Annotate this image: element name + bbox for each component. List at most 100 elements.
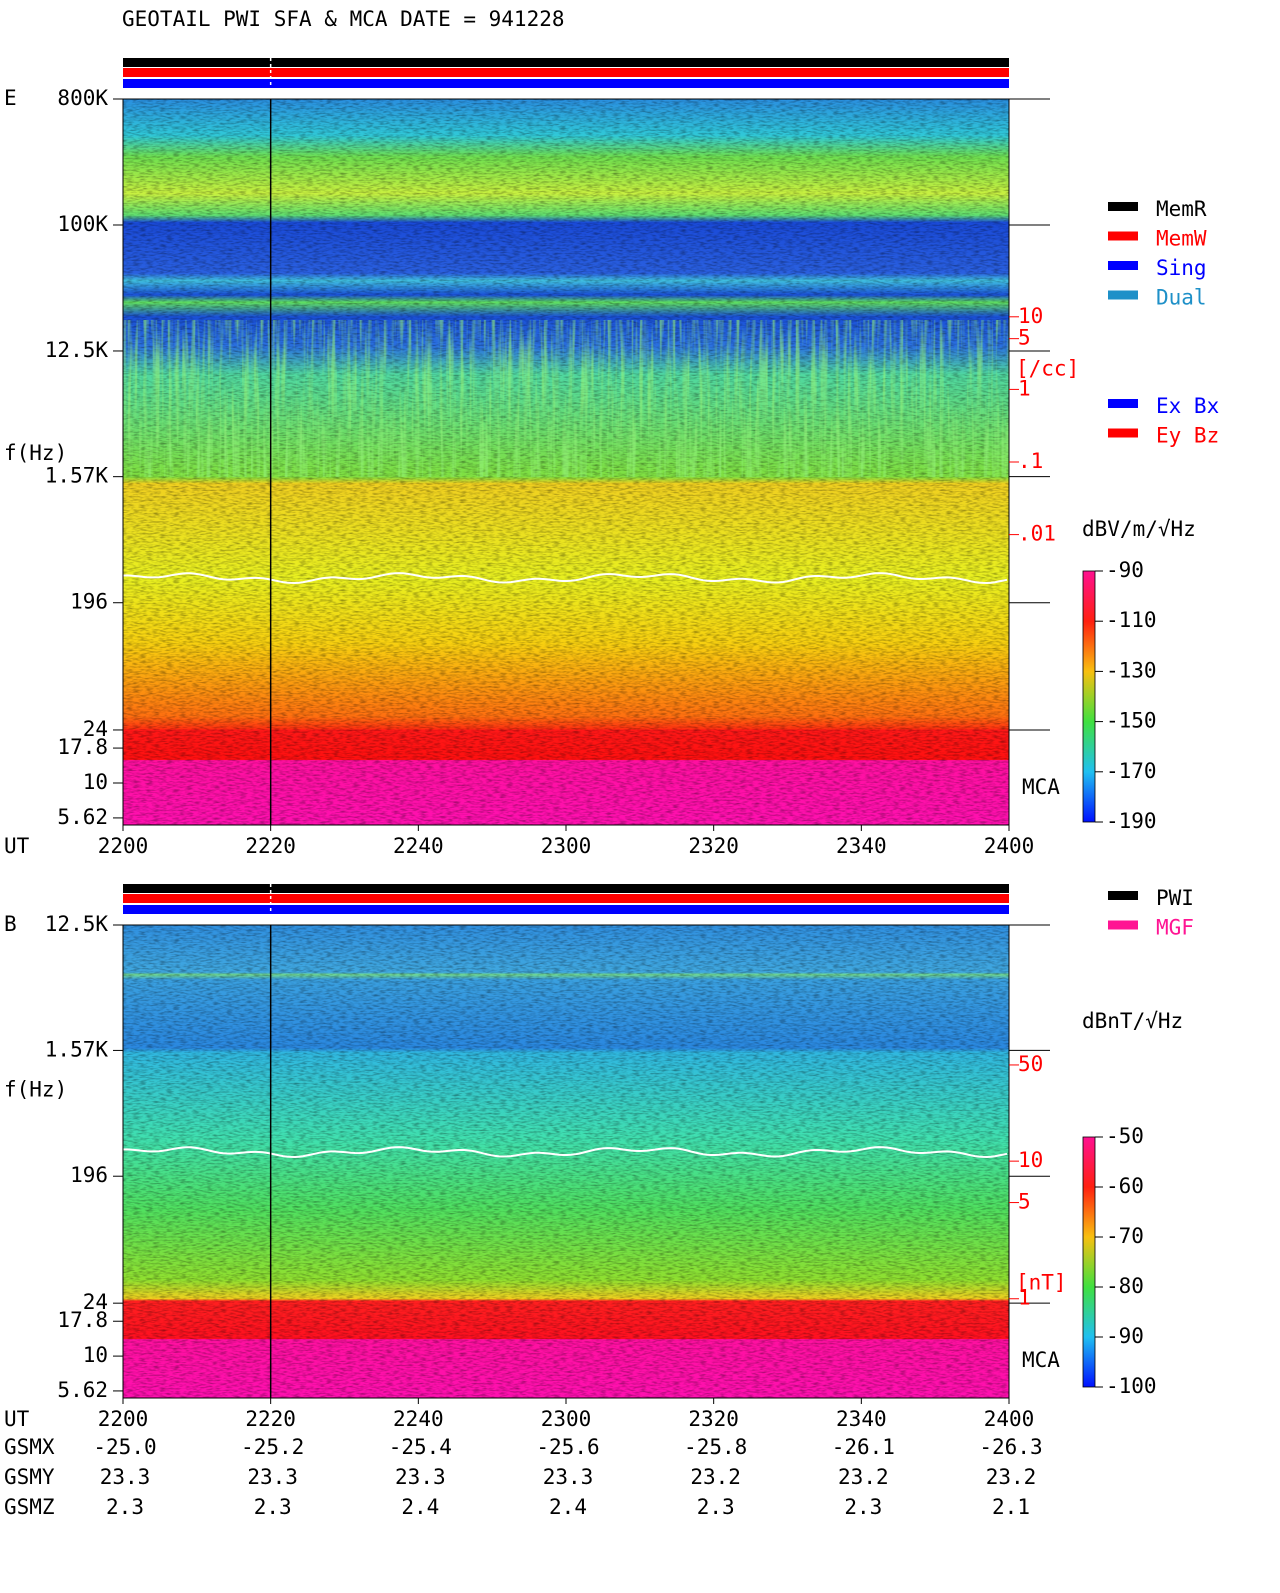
ephemeris-value: 23.3	[543, 1465, 594, 1489]
mode-bar	[123, 894, 1009, 903]
colorbar-tick-label: -130	[1106, 658, 1157, 682]
y-tick-label: 196	[70, 1163, 108, 1187]
legend-label: Ey Bz	[1156, 424, 1219, 448]
colorbar-label: dBV/m/√Hz	[1082, 517, 1196, 541]
y-tick-label: 1.57K	[45, 1037, 109, 1061]
y-tick-label: 196	[70, 590, 108, 614]
ephemeris-value: -25.6	[536, 1435, 599, 1459]
x-tick-label: 2240	[393, 834, 444, 858]
spectrogram-texture	[123, 320, 1009, 477]
ephemeris-name: GSMY	[4, 1465, 55, 1489]
legend-swatch	[1108, 231, 1138, 241]
y2-tick-label: .1	[1018, 449, 1043, 473]
x-tick-label: 2320	[688, 1407, 739, 1431]
ephemeris-value: 23.3	[247, 1465, 298, 1489]
x-tick-label: 2340	[836, 1407, 887, 1431]
colorbar-tick-label: -170	[1106, 759, 1157, 783]
mode-bar	[123, 884, 1009, 893]
y-tick-label: 5.62	[57, 1378, 108, 1402]
panel-label: B	[4, 912, 17, 936]
colorbar	[1082, 1136, 1096, 1388]
x-tick-label: 2400	[984, 1407, 1035, 1431]
y2-tick-label: .01	[1018, 522, 1056, 546]
y-tick-label: 24	[83, 1290, 108, 1314]
ephemeris-value: -25.0	[93, 1435, 156, 1459]
y-tick-label: 800K	[57, 86, 108, 110]
y2-tick-label: 50	[1018, 1052, 1043, 1076]
ephemeris-value: 23.3	[395, 1465, 446, 1489]
y2-label: [/cc]	[1016, 357, 1079, 381]
legend-swatch	[1108, 399, 1138, 408]
y-tick-label: 1.57K	[45, 464, 109, 488]
legend-swatch	[1108, 261, 1138, 270]
spectrogram-texture	[123, 925, 1009, 1398]
y-tick-label: 5.62	[57, 805, 108, 829]
y-tick-label: 12.5K	[45, 912, 109, 936]
x-label: UT	[4, 834, 30, 858]
legend-swatch	[1108, 428, 1138, 438]
colorbar	[1082, 570, 1096, 823]
colorbar-tick-label: -70	[1106, 1224, 1144, 1248]
ephemeris-value: 2.1	[992, 1495, 1030, 1519]
legend-swatch	[1108, 202, 1138, 211]
x-tick-label: 2220	[245, 1407, 296, 1431]
legend-label: Ex Bx	[1156, 394, 1219, 418]
panel-label: E	[4, 86, 17, 110]
colorbar-tick-label: -90	[1106, 1324, 1144, 1348]
x-tick-label: 2300	[541, 834, 592, 858]
legend-label: MemR	[1156, 197, 1207, 221]
ephemeris-value: -26.3	[979, 1435, 1042, 1459]
x-tick-label: 2400	[984, 834, 1035, 858]
legend-label: Dual	[1156, 286, 1207, 310]
ephemeris-value: 2.3	[697, 1495, 735, 1519]
colorbar-tick-label: -190	[1106, 809, 1157, 833]
ephemeris-value: 23.2	[986, 1465, 1037, 1489]
ephemeris-value: 23.2	[690, 1465, 741, 1489]
y-tick-label: 10	[83, 1343, 108, 1367]
x-tick-label: 2300	[541, 1407, 592, 1431]
ephemeris-value: -25.2	[241, 1435, 304, 1459]
y-label: f(Hz)	[4, 441, 67, 465]
y2-tick-label: 1	[1018, 1286, 1031, 1310]
ephemeris-value: 2.3	[106, 1495, 144, 1519]
y-tick-label: 17.8	[57, 1308, 108, 1332]
legend-label: Sing	[1156, 256, 1207, 280]
ephemeris-name: GSMX	[4, 1435, 55, 1459]
x-label: UT	[4, 1407, 30, 1431]
colorbar-tick-label: -60	[1106, 1174, 1144, 1198]
y-tick-label: 100K	[57, 212, 108, 236]
legend-swatch	[1108, 891, 1138, 900]
y-label: f(Hz)	[4, 1077, 67, 1101]
legend-swatch	[1108, 920, 1138, 930]
x-tick-label: 2340	[836, 834, 887, 858]
x-tick-label: 2240	[393, 1407, 444, 1431]
y-tick-label: 10	[83, 770, 108, 794]
mode-bar	[123, 68, 1009, 77]
ephemeris-name: GSMZ	[4, 1495, 55, 1519]
ephemeris-value: 2.3	[254, 1495, 292, 1519]
band-label: MCA	[1022, 775, 1060, 799]
y-tick-label: 12.5K	[45, 338, 109, 362]
mode-bar	[123, 905, 1009, 914]
y-tick-label: 17.8	[57, 735, 108, 759]
colorbar-label: dBnT/√Hz	[1082, 1009, 1183, 1033]
ephemeris-value: -25.4	[389, 1435, 452, 1459]
x-tick-label: 2200	[98, 834, 149, 858]
band-label: MCA	[1022, 1348, 1060, 1372]
legend-label: MGF	[1156, 916, 1194, 940]
legend-label: PWI	[1156, 886, 1194, 910]
ephemeris-value: -26.1	[832, 1435, 895, 1459]
legend-label: MemW	[1156, 227, 1207, 251]
colorbar-tick-label: -150	[1106, 709, 1157, 733]
y2-tick-label: 5	[1018, 326, 1031, 350]
colorbar-tick-label: -50	[1106, 1124, 1144, 1148]
y-tick-label: 24	[83, 717, 108, 741]
x-tick-label: 2220	[245, 834, 296, 858]
ephemeris-value: 2.4	[549, 1495, 587, 1519]
title: GEOTAIL PWI SFA & MCA DATE = 941228	[122, 7, 565, 31]
mode-bar	[123, 79, 1009, 88]
ephemeris-value: -25.8	[684, 1435, 747, 1459]
colorbar-tick-label: -110	[1106, 608, 1157, 632]
y2-tick-label: 10	[1018, 304, 1043, 328]
